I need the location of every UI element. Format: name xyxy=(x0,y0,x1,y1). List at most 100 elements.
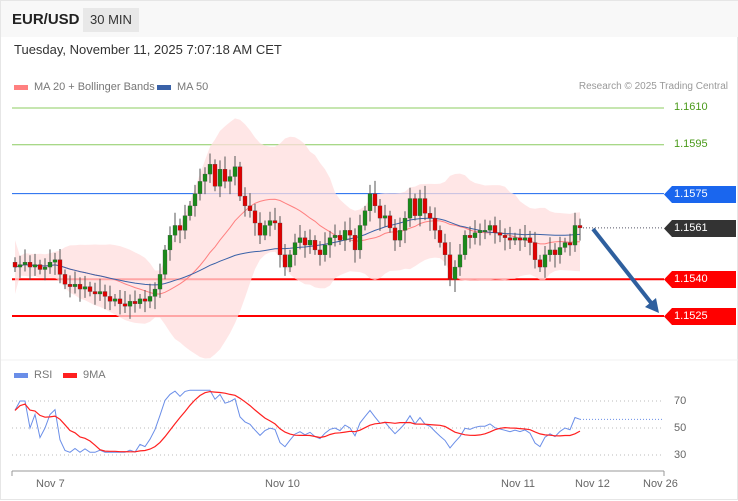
candle-body xyxy=(287,254,293,268)
candle-body xyxy=(567,242,573,246)
legend-ma50: MA 50 xyxy=(157,81,208,93)
candle-body xyxy=(67,284,73,287)
rsi-tick-70: 70 xyxy=(674,395,687,407)
candle-body xyxy=(32,264,38,268)
candle-body xyxy=(572,225,578,246)
candle-body xyxy=(307,239,313,246)
candle-body xyxy=(447,254,453,280)
candle-body xyxy=(222,169,228,182)
symbol-title: EUR/USD xyxy=(12,11,80,28)
candle-body xyxy=(492,225,498,233)
legend-rsi-label: RSI xyxy=(34,369,53,381)
candle-body xyxy=(372,193,378,207)
candle-body xyxy=(22,262,28,265)
candle-body xyxy=(52,259,58,263)
candle-body xyxy=(367,193,373,211)
candle-body xyxy=(537,259,543,268)
candle-body xyxy=(527,237,533,243)
candle-body xyxy=(297,237,303,243)
candle-body xyxy=(562,242,568,248)
legend-rsi-ma-label: 9MA xyxy=(83,369,106,381)
x-tick-nov26: Nov 26 xyxy=(643,478,678,490)
candle-body xyxy=(57,259,63,275)
candle-body xyxy=(552,249,558,255)
candle-body xyxy=(97,291,103,295)
candle-body xyxy=(192,193,198,207)
legend-ma20-label: MA 20 + Bollinger Bands xyxy=(34,81,155,93)
candle-body xyxy=(142,298,148,302)
x-tick-nov11: Nov 11 xyxy=(501,478,536,490)
candle-body xyxy=(37,264,43,270)
legend-ma50-label: MA 50 xyxy=(177,81,209,93)
candle-body xyxy=(107,296,113,302)
candle-body xyxy=(12,262,18,268)
forecast-arrow xyxy=(591,227,654,306)
candle-body xyxy=(577,225,583,229)
legend-rsi: RSI xyxy=(14,369,52,381)
candle-body xyxy=(27,262,33,268)
candle-body xyxy=(402,217,408,231)
candle-body xyxy=(232,166,238,177)
x-tick-nov7: Nov 7 xyxy=(36,478,65,490)
x-tick-nov12: Nov 12 xyxy=(575,478,610,490)
candle-body xyxy=(557,247,563,255)
candle-body xyxy=(257,222,263,236)
candle-body xyxy=(477,230,483,233)
candle-body xyxy=(317,249,323,255)
legend-rsi-ma: 9MA xyxy=(63,369,106,381)
level-tag-1525: 1.1525 xyxy=(664,308,736,325)
candle-body xyxy=(237,166,243,197)
candle-body xyxy=(187,205,193,216)
candle-body xyxy=(427,213,433,219)
candle-body xyxy=(87,286,93,292)
candle-body xyxy=(202,173,208,182)
copyright: Research © 2025 Trading Central xyxy=(578,81,728,92)
candle-body xyxy=(72,284,78,287)
forecast-arrow-head xyxy=(645,298,659,313)
timestamp: Tuesday, November 11, 2025 7:07:18 AM CE… xyxy=(14,42,282,57)
candle-body xyxy=(412,198,418,216)
level-tag-1575: 1.1575 xyxy=(664,186,736,203)
candle-body xyxy=(47,262,53,268)
candle-body xyxy=(437,230,443,243)
candle-body xyxy=(82,286,88,290)
candle-body xyxy=(507,237,513,241)
level-label-1595: 1.1595 xyxy=(674,138,708,150)
candle-body xyxy=(332,235,338,238)
candle-body xyxy=(267,220,273,226)
candle-body xyxy=(137,298,143,304)
candle-body xyxy=(172,225,178,236)
candle-body xyxy=(542,254,548,268)
x-tick-nov10: Nov 10 xyxy=(265,478,300,490)
candle-body xyxy=(337,235,343,241)
candle-body xyxy=(157,274,163,290)
candle-body xyxy=(127,301,133,307)
level-label-1610: 1.1610 xyxy=(674,101,708,113)
candle-body xyxy=(17,264,23,268)
candle-body xyxy=(442,242,448,255)
candle-body xyxy=(217,169,223,187)
candle-body xyxy=(207,164,213,175)
candle-body xyxy=(347,230,353,236)
candle-body xyxy=(327,237,333,246)
candle-body xyxy=(177,225,183,231)
candle-body xyxy=(262,225,268,236)
candle-body xyxy=(117,298,123,304)
candle-body xyxy=(212,164,218,187)
candle-body xyxy=(272,220,278,224)
ma20-swatch xyxy=(14,84,28,90)
candle-body xyxy=(122,303,128,307)
candle-body xyxy=(387,215,393,229)
candle-body xyxy=(292,242,298,255)
candle-body xyxy=(417,198,423,216)
candle-body xyxy=(162,249,168,275)
candle-body xyxy=(502,235,508,238)
candle-body xyxy=(422,198,428,214)
candle-body xyxy=(302,237,308,246)
candle-body xyxy=(147,296,153,302)
candle-body xyxy=(167,235,173,251)
timeframe-button[interactable]: 30 MIN xyxy=(83,8,139,32)
candle-body xyxy=(452,266,458,280)
rsi-tick-30: 30 xyxy=(674,449,687,461)
